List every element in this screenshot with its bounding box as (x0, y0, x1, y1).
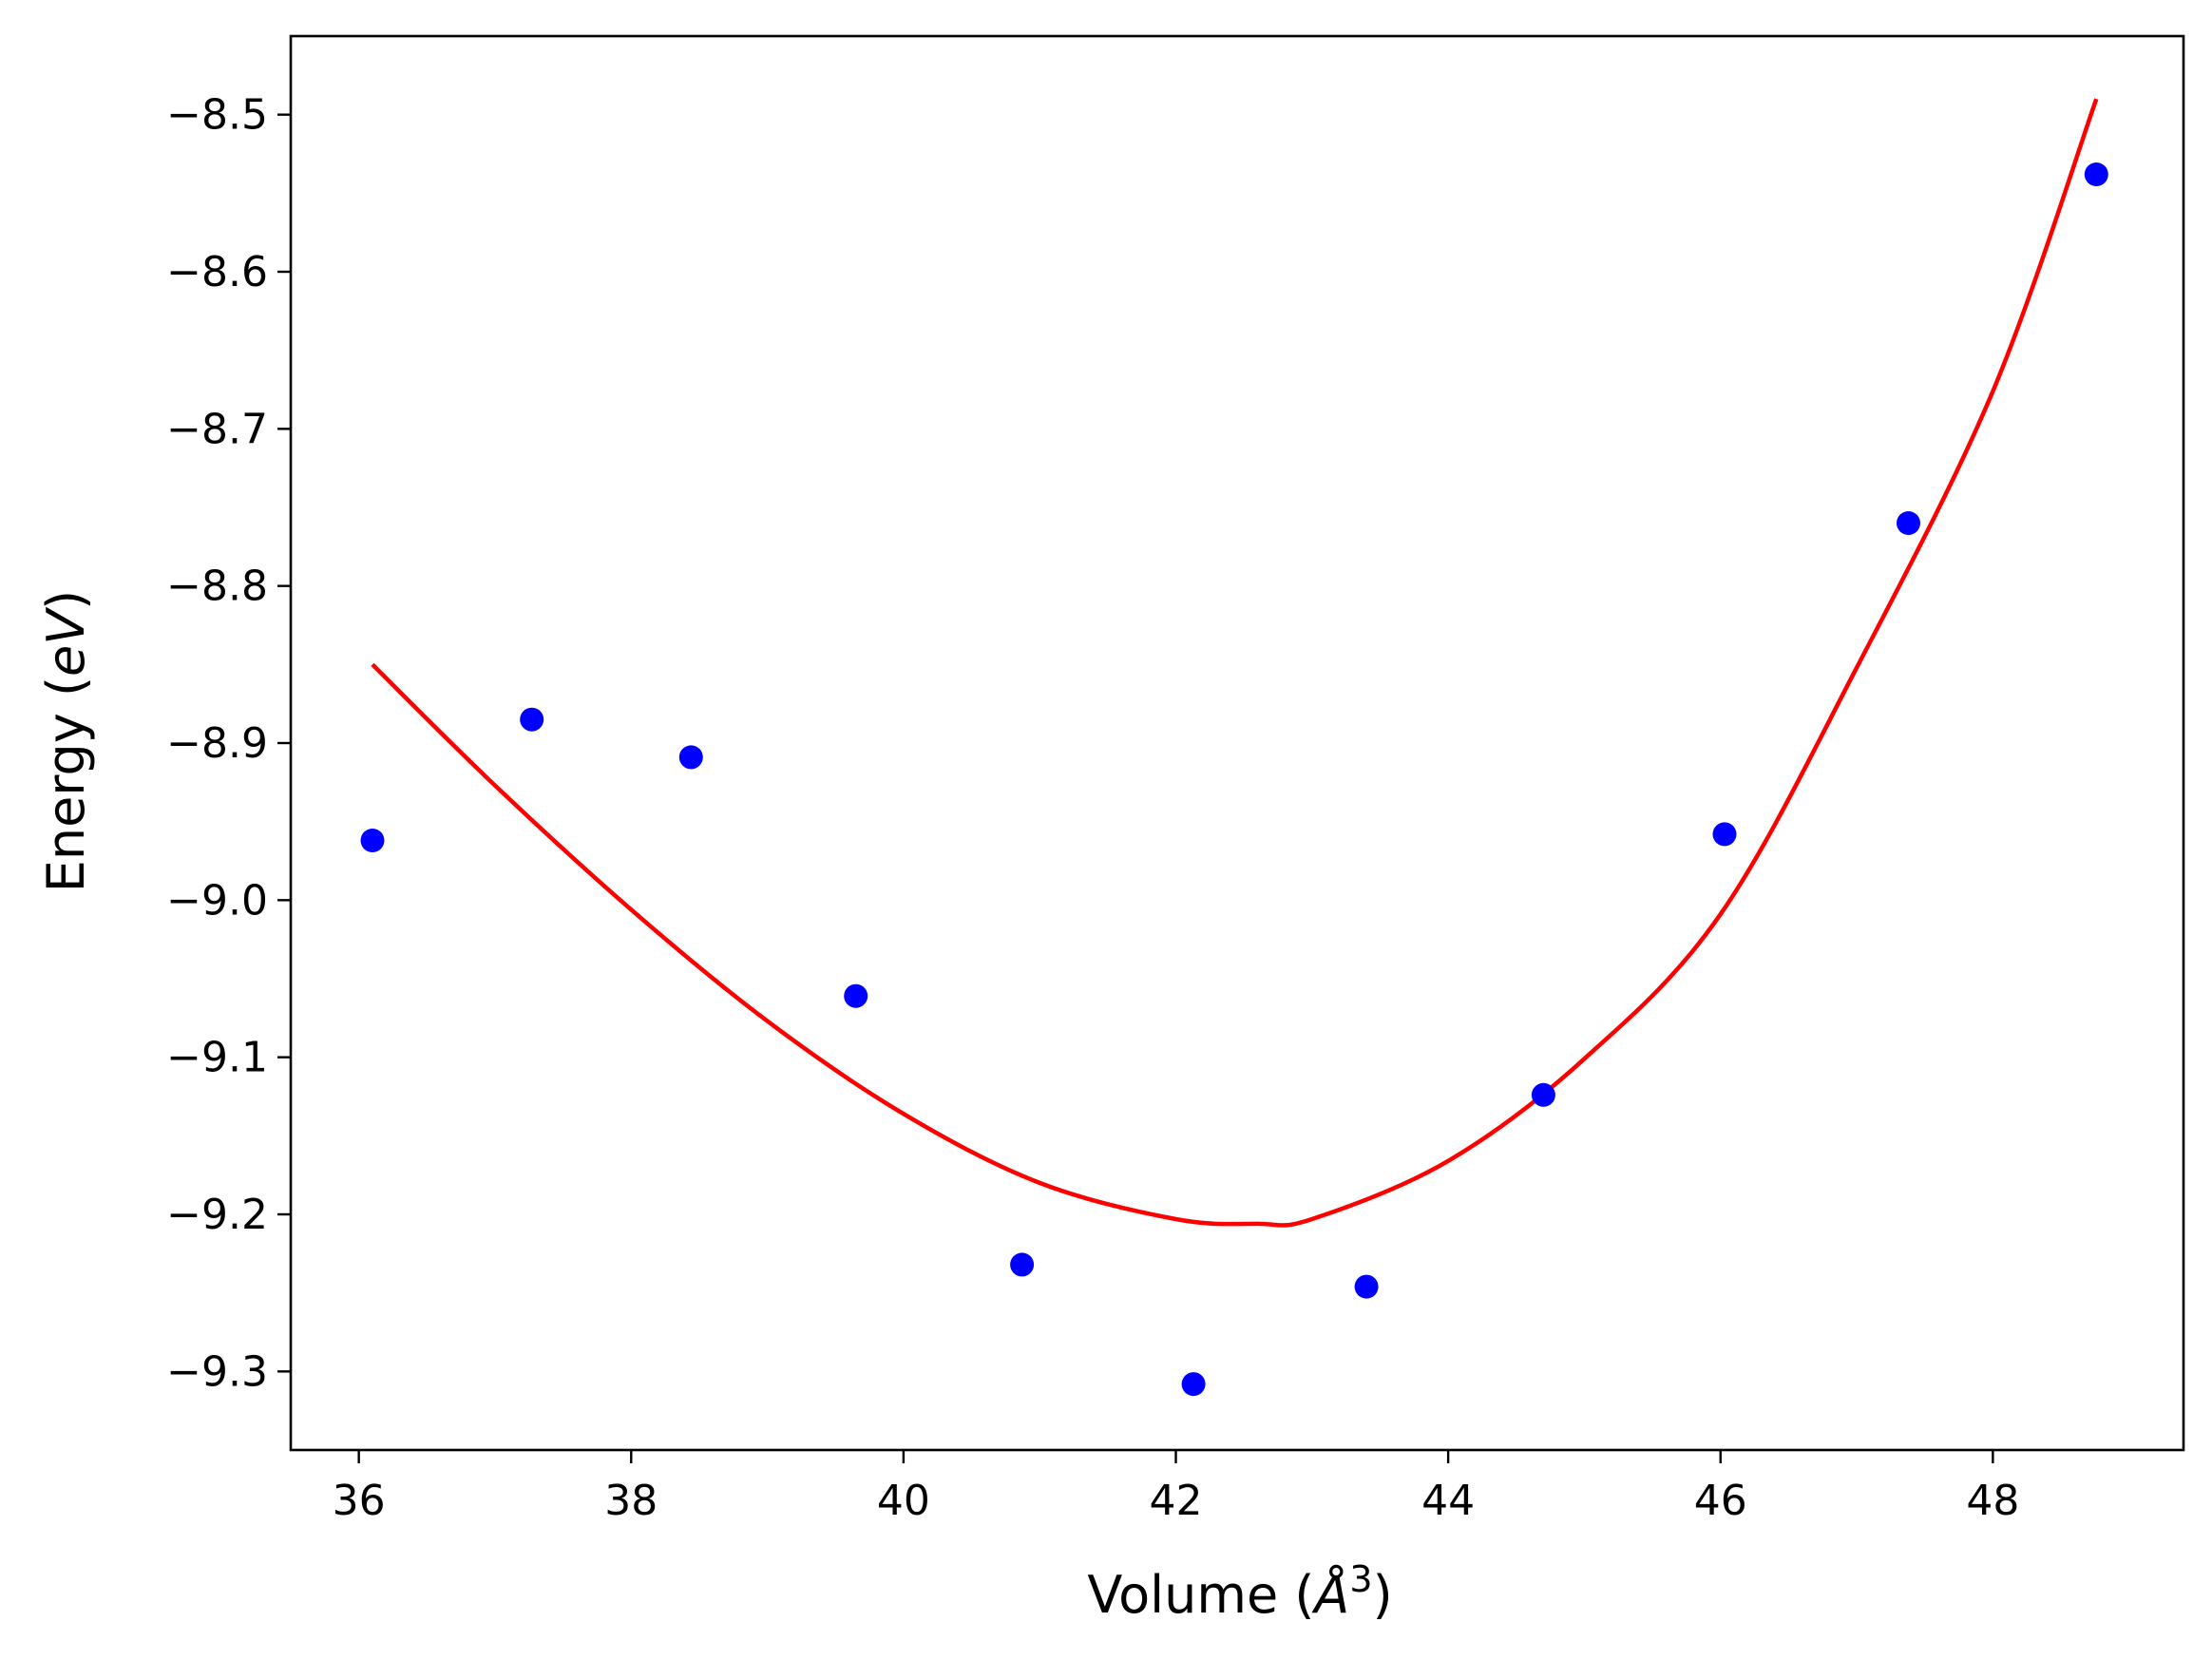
x-tick-label: 46 (1694, 1477, 1747, 1525)
y-axis-label-text: Energy (36, 713, 96, 892)
x-axis-ticks: 36 38 40 42 44 46 48 (333, 1450, 2019, 1525)
y-tick-label: −8.5 (166, 91, 268, 140)
y-axis-ticks: −9.3 −9.2 −9.1 −9.0 −8.9 −8.8 −8.7 −8.6 −8.5 (166, 91, 291, 1396)
x-tick-label: 38 (604, 1477, 658, 1525)
data-point (1712, 822, 1737, 847)
x-tick-label: 40 (877, 1477, 930, 1525)
y-tick-label: −9.1 (166, 1034, 268, 1082)
x-axis-label-text: Volume (1087, 1565, 1278, 1625)
data-point (360, 829, 385, 852)
data-point (678, 745, 703, 770)
y-tick-label: −8.9 (166, 719, 268, 768)
y-tick-label: −8.6 (166, 248, 268, 296)
data-point (844, 983, 868, 1008)
fit-curve-layer (371, 98, 2099, 1228)
data-point (2084, 162, 2108, 186)
x-axis-unit: Å (1311, 1564, 1349, 1625)
y-tick-label: −9.0 (166, 876, 268, 925)
x-tick-label: 42 (1150, 1477, 1203, 1525)
plot-area-frame (289, 34, 2185, 1452)
x-axis-unit-exponent: 3 (1349, 1558, 1372, 1600)
x-tick-label: 44 (1421, 1477, 1475, 1525)
data-point (1010, 1252, 1035, 1277)
data-point (1181, 1372, 1206, 1397)
data-point (520, 707, 544, 732)
data-point (1531, 1082, 1555, 1107)
fit-curve-line (371, 98, 2099, 1228)
y-tick-label: −8.8 (166, 563, 268, 611)
data-points-layer (360, 162, 2108, 1397)
y-axis-unit: eV (36, 606, 96, 677)
x-axis-label: Volume (Å3) (1087, 1558, 1392, 1625)
y-tick-label: −9.2 (166, 1191, 268, 1239)
x-tick-label: 48 (1966, 1477, 2019, 1525)
x-tick-label: 36 (333, 1477, 386, 1525)
data-point (1354, 1274, 1379, 1299)
y-tick-label: −9.3 (166, 1347, 268, 1396)
y-axis-label: Energy (eV) (36, 590, 96, 893)
data-point (1897, 511, 1920, 535)
y-tick-label: −8.7 (166, 405, 268, 453)
